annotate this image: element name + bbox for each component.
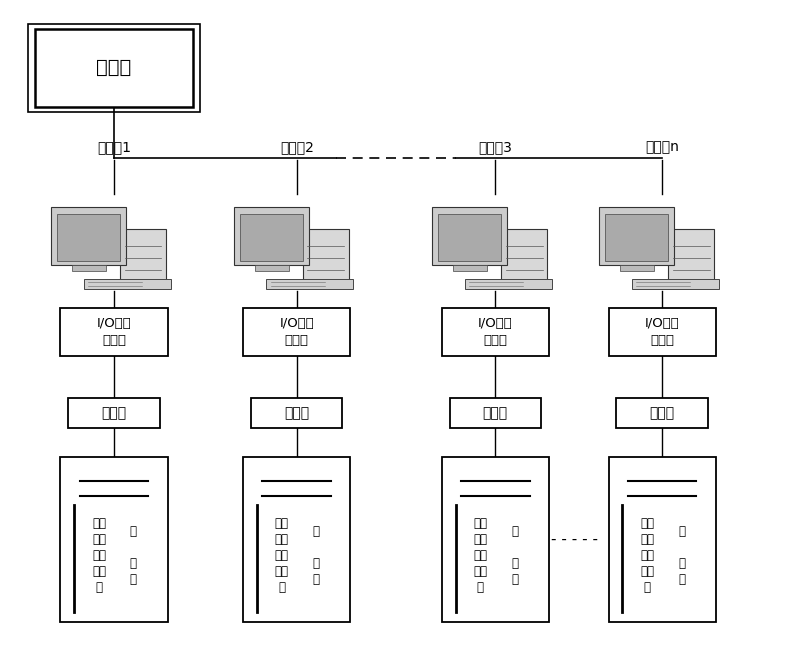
Bar bbox=[617, 398, 708, 428]
Text: 服务器: 服务器 bbox=[96, 58, 132, 77]
Bar bbox=[609, 456, 716, 622]
Bar bbox=[243, 456, 350, 622]
Bar bbox=[234, 207, 309, 265]
Bar bbox=[502, 230, 547, 284]
Text: 智能
故障
设置
实训
柜: 智能 故障 设置 实训 柜 bbox=[640, 517, 654, 594]
Text: 智能
故障
设置
实训
柜: 智能 故障 设置 实训 柜 bbox=[92, 517, 106, 594]
Bar bbox=[120, 230, 166, 284]
Bar bbox=[599, 207, 674, 265]
Text: 端子板: 端子板 bbox=[650, 406, 674, 420]
Bar bbox=[302, 230, 349, 284]
Text: 工作站3: 工作站3 bbox=[478, 140, 512, 154]
Bar bbox=[60, 307, 168, 356]
Text: I/O输入
输出卡: I/O输入 输出卡 bbox=[279, 317, 314, 347]
Bar bbox=[57, 214, 120, 261]
Bar bbox=[266, 279, 354, 288]
Text: 智能
故障
设置
实训
柜: 智能 故障 设置 实训 柜 bbox=[274, 517, 289, 594]
Text: 端子板: 端子板 bbox=[482, 406, 508, 420]
Text: 端子板: 端子板 bbox=[284, 406, 310, 420]
Bar bbox=[606, 214, 668, 261]
Text: 化

障
置: 化 障 置 bbox=[130, 525, 137, 587]
Bar bbox=[51, 207, 126, 265]
Bar bbox=[28, 24, 200, 112]
Text: I/O输入
输出卡: I/O输入 输出卡 bbox=[645, 317, 679, 347]
Bar bbox=[255, 265, 289, 271]
Bar bbox=[34, 29, 194, 107]
Text: I/O输入
输出卡: I/O输入 输出卡 bbox=[478, 317, 513, 347]
Text: 工作站1: 工作站1 bbox=[97, 140, 131, 154]
Text: 智能
故障
设置
实训
柜: 智能 故障 设置 实训 柜 bbox=[474, 517, 487, 594]
Text: 化

障
置: 化 障 置 bbox=[678, 525, 685, 587]
Text: 化

障
置: 化 障 置 bbox=[511, 525, 518, 587]
Bar bbox=[450, 398, 541, 428]
Bar bbox=[609, 307, 716, 356]
Bar bbox=[83, 279, 170, 288]
Text: 化

障
置: 化 障 置 bbox=[313, 525, 319, 587]
Text: - - - - -: - - - - - bbox=[551, 532, 598, 547]
Text: 端子板: 端子板 bbox=[102, 406, 126, 420]
Bar bbox=[72, 265, 106, 271]
Bar bbox=[442, 307, 549, 356]
Bar bbox=[433, 207, 507, 265]
Bar bbox=[243, 307, 350, 356]
Bar bbox=[632, 279, 718, 288]
Bar bbox=[240, 214, 303, 261]
Bar bbox=[620, 265, 654, 271]
Bar bbox=[454, 265, 487, 271]
Bar bbox=[442, 456, 549, 622]
Text: 工作站2: 工作站2 bbox=[280, 140, 314, 154]
Text: I/O输入
输出卡: I/O输入 输出卡 bbox=[97, 317, 131, 347]
Bar bbox=[465, 279, 552, 288]
Bar bbox=[251, 398, 342, 428]
Bar bbox=[60, 456, 168, 622]
Bar bbox=[68, 398, 160, 428]
Bar bbox=[438, 214, 502, 261]
Bar bbox=[668, 230, 714, 284]
Text: 工作站n: 工作站n bbox=[646, 140, 679, 154]
